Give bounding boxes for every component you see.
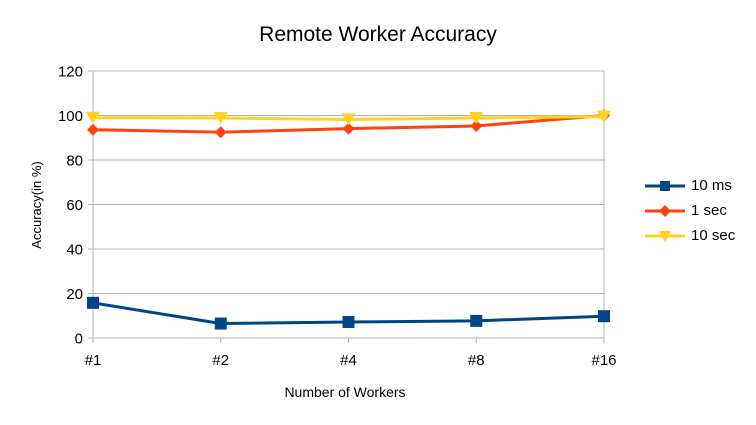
data-point-1-sec (342, 122, 355, 135)
data-point-10-ms (214, 317, 227, 330)
data-point-10-ms (342, 315, 355, 328)
y-tick-label: 0 (75, 331, 83, 348)
chart-gridlines (88, 70, 605, 343)
x-axis-label: Number of Workers (284, 384, 405, 400)
x-tick-label: #4 (340, 352, 357, 369)
legend-swatch-10-ms (645, 181, 685, 191)
y-tick-label: 120 (58, 64, 83, 81)
legend-item-10-sec: 10 sec (645, 228, 755, 253)
data-point-10-ms (87, 296, 99, 309)
chart-title: Remote Worker Accuracy (259, 23, 497, 46)
y-axis-label: Accuracy(in %) (29, 161, 44, 248)
y-tick-label: 80 (66, 153, 83, 170)
y-tick-label: 100 (58, 108, 83, 125)
data-point-1-sec (87, 123, 99, 136)
y-axis-tick-labels: 0 20 40 60 80 100 120 (58, 64, 83, 348)
legend-label-10-sec: 10 sec (691, 227, 736, 244)
data-point-10-sec (469, 111, 484, 124)
x-tick-label: #1 (85, 352, 102, 369)
series-10-sec (86, 110, 611, 126)
x-axis-tick-labels: #1 #2 #4 #8 #16 (85, 352, 617, 369)
x-tick-label: #16 (591, 352, 616, 369)
data-point-1-sec (470, 119, 483, 132)
x-tick-label: #8 (468, 352, 485, 369)
data-point-10-sec (597, 110, 611, 123)
data-point-10-sec (213, 111, 228, 124)
legend-swatch-10-sec (645, 231, 685, 242)
legend-label-10-ms: 10 ms (691, 177, 732, 194)
y-tick-label: 60 (66, 197, 83, 214)
chart-legend: 10 ms 1 sec 10 sec (645, 178, 755, 253)
legend-swatch-1-sec (645, 205, 685, 217)
data-point-10-sec (341, 113, 356, 126)
chart-series (86, 109, 611, 330)
legend-item-1-sec: 1 sec (645, 203, 755, 228)
data-point-10-ms (470, 314, 483, 327)
y-tick-label: 20 (66, 286, 83, 303)
legend-item-10-ms: 10 ms (645, 178, 755, 203)
y-tick-label: 40 (66, 242, 83, 259)
data-point-1-sec (214, 126, 227, 139)
legend-label-1-sec: 1 sec (691, 202, 727, 219)
x-tick-label: #2 (212, 352, 229, 369)
series-10-ms (87, 296, 610, 330)
data-point-10-ms (598, 310, 610, 323)
data-point-10-sec (86, 111, 100, 124)
